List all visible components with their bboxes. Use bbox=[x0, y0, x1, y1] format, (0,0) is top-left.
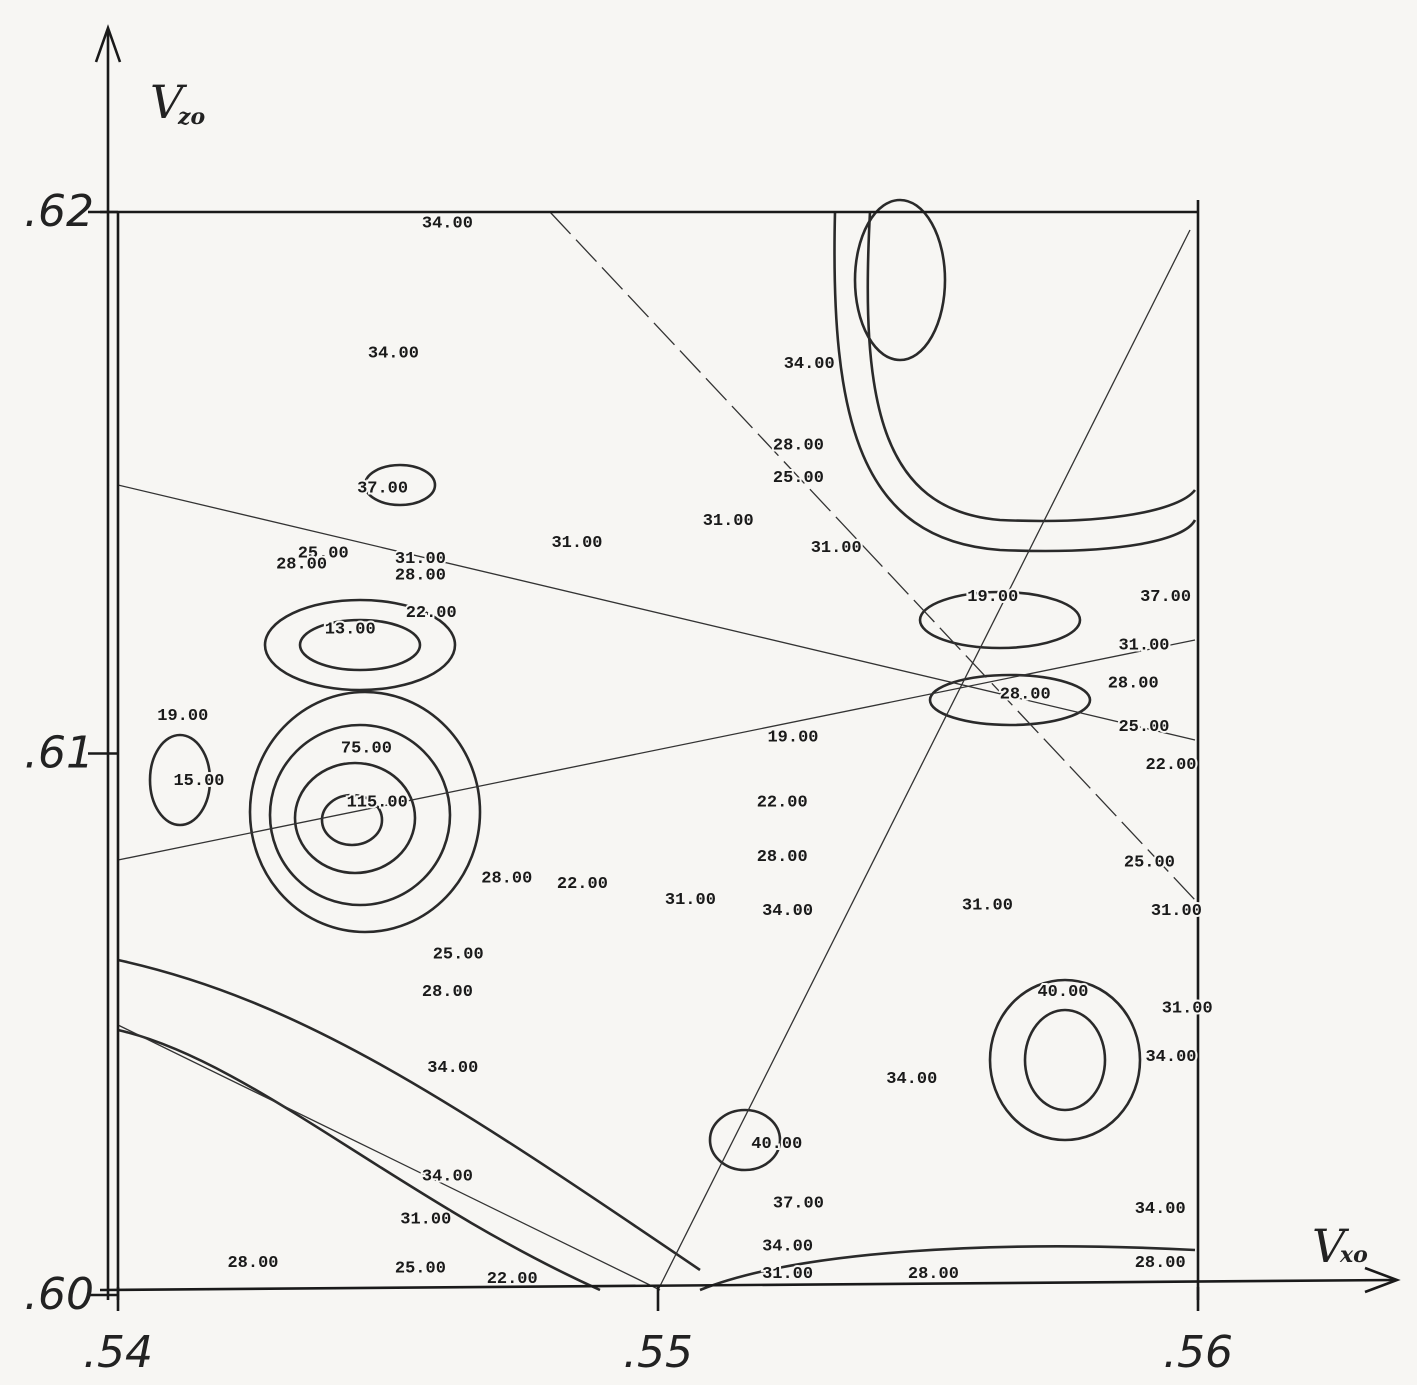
contour-label: 31.00 bbox=[703, 512, 754, 531]
guide-line bbox=[657, 229, 1191, 1291]
x-tick-label: .55 bbox=[623, 1327, 693, 1378]
contour-label: 28.00 bbox=[773, 436, 824, 455]
contour-label: 28.00 bbox=[227, 1254, 278, 1273]
contour-label: 34.00 bbox=[762, 1238, 813, 1257]
contour-label: 25.00 bbox=[1118, 718, 1169, 737]
contour-line bbox=[853, 198, 947, 362]
contour-line bbox=[918, 590, 1082, 650]
contour-line bbox=[117, 1028, 601, 1292]
contour-label: 19.00 bbox=[157, 707, 208, 726]
contour-line bbox=[148, 733, 212, 827]
x-tick-label: .56 bbox=[1163, 1327, 1233, 1378]
x-axis-arrow bbox=[1364, 1266, 1401, 1294]
contour-label: 31.00 bbox=[1151, 902, 1202, 921]
contour-label: 34.00 bbox=[422, 1167, 473, 1186]
guide-line bbox=[117, 484, 1196, 741]
y-tick-label: .60 bbox=[24, 1269, 94, 1320]
contour-label: 25.00 bbox=[433, 945, 484, 964]
contour-line bbox=[833, 211, 1197, 553]
contour-label: 28.00 bbox=[1000, 685, 1051, 704]
contour-label: 37.00 bbox=[357, 480, 408, 499]
contour-label: 34.00 bbox=[427, 1059, 478, 1078]
contour-label: 40.00 bbox=[751, 1135, 802, 1154]
contour-label: 75.00 bbox=[341, 740, 392, 759]
contour-label: 28.00 bbox=[1108, 675, 1159, 694]
x-axis-label: V bbox=[1312, 1219, 1350, 1273]
contour-label: 31.00 bbox=[400, 1211, 451, 1230]
contour-line bbox=[117, 958, 701, 1272]
guide-line bbox=[117, 639, 1196, 861]
contour-label: 31.00 bbox=[1118, 637, 1169, 656]
y-tick-label: .62 bbox=[24, 186, 94, 237]
y-axis-arrow bbox=[94, 24, 122, 63]
x-axis-label-sub: xo bbox=[1339, 1242, 1368, 1268]
contour-label: 22.00 bbox=[757, 794, 808, 813]
contour-line bbox=[708, 1108, 782, 1172]
contour-label: 28.00 bbox=[481, 870, 532, 889]
contour-line bbox=[248, 690, 482, 934]
contour-label: 13.00 bbox=[325, 620, 376, 639]
contour-line bbox=[263, 598, 457, 692]
contour-label: 34.00 bbox=[1145, 1048, 1196, 1067]
contour-label: 28.00 bbox=[1135, 1254, 1186, 1273]
contour-label: 19.00 bbox=[767, 729, 818, 748]
contour-line bbox=[268, 723, 452, 907]
contour-label: 34.00 bbox=[784, 355, 835, 374]
contour-line bbox=[988, 978, 1142, 1142]
contour-line bbox=[320, 793, 384, 847]
contour-line bbox=[1023, 1008, 1107, 1112]
guide-lines bbox=[117, 211, 1196, 1291]
x-axis bbox=[99, 1278, 1396, 1292]
contour-label: 22.00 bbox=[487, 1270, 538, 1289]
contour-label: 34.00 bbox=[762, 902, 813, 921]
contour-label: 40.00 bbox=[1037, 983, 1088, 1002]
contour-label: 28.00 bbox=[908, 1265, 959, 1284]
contour-line bbox=[363, 463, 437, 507]
contour-label: 22.00 bbox=[406, 604, 457, 623]
guide-line bbox=[549, 211, 1196, 901]
contour-label: 19.00 bbox=[967, 588, 1018, 607]
contour-label: 31.00 bbox=[762, 1265, 813, 1284]
contour-label: 28.00 bbox=[276, 555, 327, 574]
contour-label: 115.00 bbox=[347, 794, 408, 813]
contour-line bbox=[293, 761, 417, 875]
contour-label: 31.00 bbox=[551, 534, 602, 553]
contour-label: 37.00 bbox=[773, 1194, 824, 1213]
y-axis-label-sub: zo bbox=[177, 104, 205, 130]
contour-line bbox=[699, 1245, 1196, 1292]
contour-label: 22.00 bbox=[557, 875, 608, 894]
contour-label: 25.00 bbox=[773, 469, 824, 488]
contour-label: 25.00 bbox=[395, 1259, 446, 1278]
contour-label: 25.00 bbox=[1124, 853, 1175, 872]
y-axis-label: V bbox=[150, 75, 188, 129]
contour-label: 31.00 bbox=[665, 891, 716, 910]
contour-label: 34.00 bbox=[368, 344, 419, 363]
contour-label: 34.00 bbox=[1135, 1200, 1186, 1219]
contour-label: 31.00 bbox=[1162, 999, 1213, 1018]
contour-label: 22.00 bbox=[1145, 756, 1196, 775]
contour-label: 34.00 bbox=[422, 214, 473, 233]
contour-line bbox=[866, 211, 1197, 523]
y-tick-label: .61 bbox=[24, 728, 94, 779]
contour-line bbox=[298, 618, 422, 672]
guide-line bbox=[117, 1024, 661, 1291]
axes bbox=[94, 24, 1401, 1300]
contour-label: 37.00 bbox=[1140, 588, 1191, 607]
contour-label: 31.00 bbox=[811, 539, 862, 558]
contour-decoration bbox=[117, 198, 1197, 1292]
contour-label: 28.00 bbox=[395, 566, 446, 585]
contour-label: 25.00 bbox=[298, 545, 349, 564]
contour-label: 28.00 bbox=[422, 983, 473, 1002]
contour-label: 28.00 bbox=[757, 848, 808, 867]
x-tick-label: .54 bbox=[83, 1327, 153, 1378]
contour-label: 31.00 bbox=[962, 897, 1013, 916]
contour-label: 31.00 bbox=[395, 550, 446, 569]
contour-label: 34.00 bbox=[886, 1070, 937, 1089]
contour-line bbox=[928, 673, 1092, 727]
contour-label: 15.00 bbox=[173, 772, 224, 791]
